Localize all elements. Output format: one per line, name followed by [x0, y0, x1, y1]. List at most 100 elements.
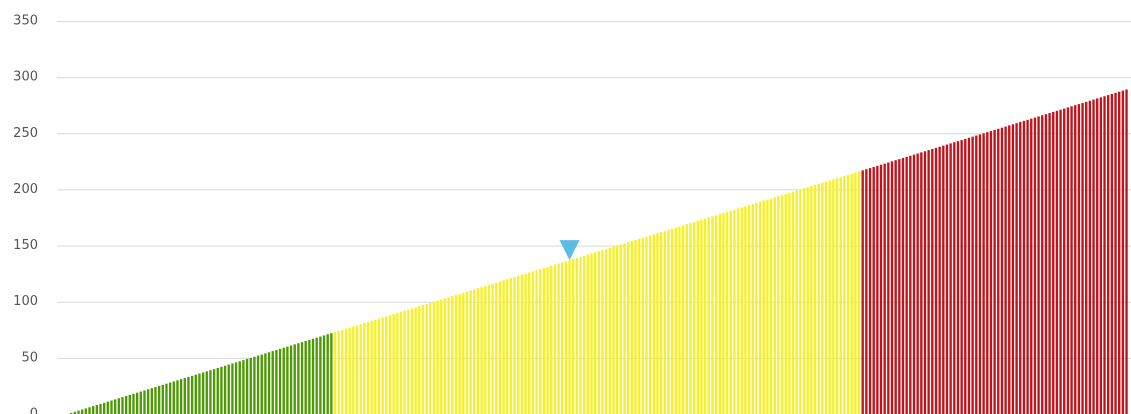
- bar: [143, 390, 146, 414]
- bar: [703, 218, 707, 414]
- bar: [275, 349, 278, 414]
- bar: [967, 137, 971, 414]
- bar: [850, 173, 853, 414]
- bar: [1000, 127, 1004, 414]
- bar: [1107, 95, 1110, 414]
- bar: [267, 352, 271, 414]
- bar: [102, 402, 106, 414]
- bar: [432, 301, 436, 414]
- bar: [462, 292, 465, 414]
- bar: [1063, 108, 1066, 414]
- bar: [879, 164, 883, 414]
- bar: [736, 208, 740, 414]
- bar: [579, 256, 582, 414]
- bar: [711, 216, 714, 414]
- bar: [960, 140, 963, 414]
- bar: [304, 341, 307, 414]
- bar: [128, 394, 132, 414]
- bar: [725, 211, 729, 414]
- bar: [1015, 123, 1018, 414]
- bar: [161, 384, 164, 414]
- bar: [982, 133, 985, 414]
- bar: [685, 224, 688, 414]
- bar: [297, 343, 300, 414]
- bar: [418, 306, 421, 414]
- bar: [806, 187, 809, 414]
- bar: [634, 239, 637, 414]
- bar: [517, 275, 520, 414]
- bar: [509, 278, 513, 414]
- bar: [700, 219, 703, 414]
- y-tick-label: 50: [21, 350, 38, 365]
- bar: [546, 266, 549, 414]
- bar: [187, 376, 190, 414]
- bar: [399, 311, 403, 414]
- bar: [1019, 122, 1022, 414]
- bar: [1110, 93, 1114, 414]
- bar: [234, 362, 238, 414]
- bar: [205, 371, 208, 414]
- bar: [773, 197, 776, 414]
- bar: [484, 285, 487, 414]
- bar: [88, 407, 91, 414]
- bar: [832, 179, 835, 414]
- bar: [377, 318, 381, 414]
- bar: [1103, 96, 1106, 414]
- bar: [777, 196, 780, 414]
- bar: [319, 336, 322, 414]
- bar: [714, 215, 718, 414]
- bar: [91, 406, 95, 414]
- bar: [626, 242, 630, 414]
- bar: [1074, 105, 1077, 414]
- bar: [733, 209, 736, 414]
- bar: [931, 149, 934, 414]
- bar: [564, 261, 568, 414]
- bar: [788, 192, 791, 414]
- bar: [212, 369, 216, 414]
- bar: [106, 401, 110, 414]
- bar: [260, 354, 263, 414]
- bar: [799, 189, 802, 414]
- bar: [718, 214, 721, 414]
- bar: [396, 312, 399, 414]
- y-tick-label: 350: [13, 14, 38, 29]
- bar: [253, 356, 256, 414]
- bar: [883, 163, 886, 414]
- bar: [663, 230, 667, 414]
- y-tick-label: 300: [13, 70, 38, 85]
- bar: [813, 184, 817, 414]
- bar: [975, 135, 978, 414]
- bar: [780, 195, 784, 414]
- bar: [835, 178, 839, 414]
- bar: [993, 129, 996, 414]
- bar: [1055, 110, 1059, 414]
- bar: [1059, 109, 1062, 414]
- bar: [1030, 118, 1033, 414]
- bar: [612, 246, 615, 414]
- bar: [652, 234, 656, 414]
- bar: [480, 287, 483, 414]
- bar: [1037, 116, 1040, 414]
- bar: [938, 146, 941, 414]
- bar: [637, 238, 641, 414]
- bar: [524, 273, 527, 414]
- bar: [172, 381, 175, 414]
- bar: [601, 250, 604, 414]
- bar: [843, 175, 846, 414]
- bar: [502, 280, 505, 414]
- bar: [117, 398, 121, 414]
- bar: [132, 393, 135, 414]
- bar: [1118, 91, 1121, 414]
- bar: [865, 169, 868, 414]
- bar: [824, 181, 828, 414]
- bar: [821, 182, 824, 414]
- bar: [1026, 119, 1029, 414]
- bar: [670, 228, 674, 414]
- bar: [531, 271, 535, 414]
- bar: [168, 382, 172, 414]
- bar: [1096, 98, 1099, 414]
- bar: [766, 199, 769, 414]
- bar: [758, 201, 762, 414]
- bar: [165, 383, 168, 414]
- bar: [1052, 111, 1055, 414]
